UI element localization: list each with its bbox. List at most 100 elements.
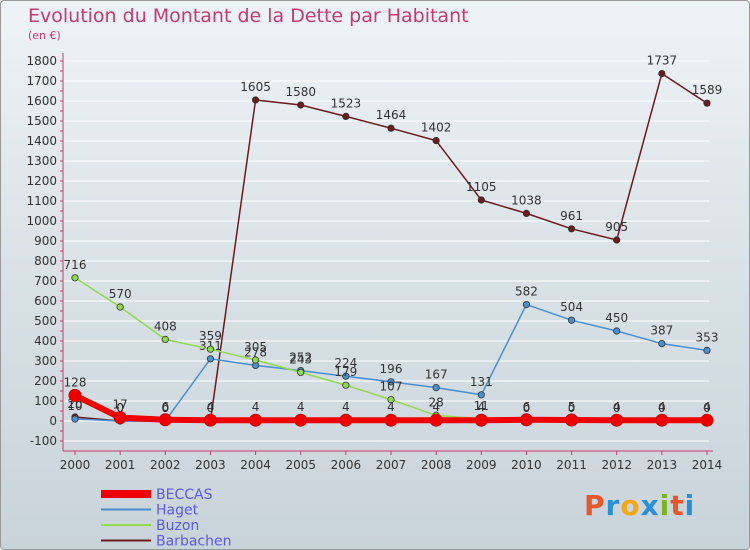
data-point-beccas — [655, 413, 669, 427]
x-tick-label: 2000 — [60, 458, 91, 472]
logo-letter: i — [659, 489, 671, 522]
data-point-barbachen — [342, 112, 350, 121]
data-point-buzon — [342, 381, 350, 389]
legend-label-haget: Haget — [156, 503, 199, 519]
x-tick-label: 2003 — [195, 458, 226, 472]
data-point-beccas — [158, 413, 172, 427]
legend-label-buzon: Buzon — [156, 518, 199, 534]
y-tick-label: 1100 — [26, 194, 57, 208]
x-tick-label: 2013 — [647, 458, 678, 472]
data-label-haget: 0 — [116, 401, 124, 415]
data-point-barbachen — [613, 236, 621, 244]
data-label-buzon: 305 — [244, 340, 267, 354]
y-tick-label: 1000 — [26, 214, 57, 228]
data-label-buzon: 179 — [334, 365, 357, 379]
legend-label-barbachen: Barbachen — [156, 534, 231, 550]
logo-letter: i — [684, 489, 696, 522]
x-tick-label: 2014 — [692, 458, 723, 472]
data-label-beccas: 17 — [113, 398, 128, 412]
data-label-buzon: 0 — [658, 401, 666, 415]
data-point-haget — [703, 346, 711, 354]
data-point-haget — [71, 415, 79, 423]
x-tick-label: 2005 — [285, 458, 316, 472]
data-label-buzon: 570 — [109, 287, 132, 301]
data-point-buzon — [206, 345, 215, 353]
data-point-buzon — [251, 356, 260, 364]
data-label-beccas: 4 — [613, 400, 621, 414]
data-label-barbachen: 1589 — [692, 83, 723, 97]
data-label-barbachen: 1580 — [285, 85, 316, 99]
data-label-haget: 196 — [380, 362, 403, 376]
data-point-beccas — [700, 413, 714, 427]
data-point-haget — [522, 300, 531, 309]
data-point-beccas — [68, 388, 82, 402]
data-point-barbachen — [251, 96, 260, 104]
data-point-beccas — [339, 413, 353, 427]
logo-letter: r — [605, 489, 621, 522]
data-label-beccas: 4 — [387, 400, 395, 414]
data-label-barbachen: 1737 — [647, 54, 678, 68]
data-point-beccas — [519, 413, 533, 427]
data-point-buzon — [297, 368, 305, 376]
data-point-haget — [206, 355, 215, 363]
y-tick-label: 1600 — [26, 94, 57, 108]
data-label-barbachen: 1523 — [331, 96, 362, 110]
x-tick-label: 2012 — [601, 458, 632, 472]
logo-letter: t — [670, 489, 685, 522]
data-label-beccas: 4 — [432, 400, 440, 414]
data-label-haget: 387 — [650, 324, 673, 338]
x-tick-label: 2007 — [376, 458, 407, 472]
data-point-haget — [658, 339, 666, 348]
logo-letter: o — [620, 489, 641, 522]
data-point-haget — [342, 372, 350, 380]
chart-subtitle: (en €) — [28, 29, 61, 42]
chart-title: Evolution du Montant de la Dette par Hab… — [28, 5, 469, 27]
data-label-beccas: 4 — [703, 400, 711, 414]
y-tick-label: 1400 — [26, 134, 57, 148]
data-label-barbachen: 1464 — [376, 108, 407, 122]
data-label-buzon: 0 — [613, 401, 621, 415]
x-tick-label: 2006 — [331, 458, 362, 472]
data-label-beccas: 4 — [342, 400, 350, 414]
data-label-barbachen: 1402 — [421, 121, 452, 135]
data-label-haget: 353 — [696, 330, 719, 344]
data-point-beccas — [203, 413, 217, 427]
data-label-barbachen: 0 — [116, 401, 124, 415]
y-tick-label: 600 — [34, 294, 57, 308]
x-tick-label: 2010 — [511, 458, 542, 472]
data-label-barbachen: 0 — [161, 401, 169, 415]
data-label-haget: 131 — [470, 375, 493, 389]
data-label-barbachen: 1605 — [240, 80, 271, 94]
data-point-buzon — [161, 335, 169, 343]
y-tick-label: 1500 — [26, 114, 57, 128]
y-tick-label: 1700 — [26, 74, 57, 88]
data-point-haget — [432, 383, 440, 392]
data-label-haget: 0 — [161, 401, 169, 415]
data-point-buzon — [116, 303, 124, 311]
proxiti-logo: Proxiti — [584, 489, 695, 522]
data-point-beccas — [474, 413, 488, 427]
data-label-buzon: 28 — [429, 395, 444, 409]
data-label-beccas: 4 — [658, 400, 666, 414]
legend-label-beccas: BECCAS — [156, 487, 213, 503]
logo-letter: x — [640, 489, 660, 522]
y-tick-label: 700 — [34, 274, 57, 288]
data-label-buzon: 0 — [703, 401, 711, 415]
data-point-beccas — [610, 413, 624, 427]
data-label-buzon: 359 — [199, 329, 222, 343]
data-point-beccas — [384, 413, 398, 427]
data-label-barbachen: 0 — [207, 401, 215, 415]
data-point-barbachen — [387, 124, 395, 132]
data-label-buzon: 11 — [474, 399, 489, 413]
data-point-haget — [567, 316, 576, 324]
x-tick-label: 2002 — [150, 458, 181, 472]
data-point-haget — [477, 391, 485, 399]
data-label-buzon: 107 — [380, 380, 403, 394]
data-label-beccas: 4 — [477, 400, 485, 414]
data-label-buzon: 408 — [154, 319, 177, 333]
data-label-barbachen: 905 — [605, 220, 628, 234]
data-point-beccas — [113, 411, 127, 425]
data-point-barbachen — [567, 225, 576, 233]
data-label-haget: 504 — [560, 300, 583, 314]
